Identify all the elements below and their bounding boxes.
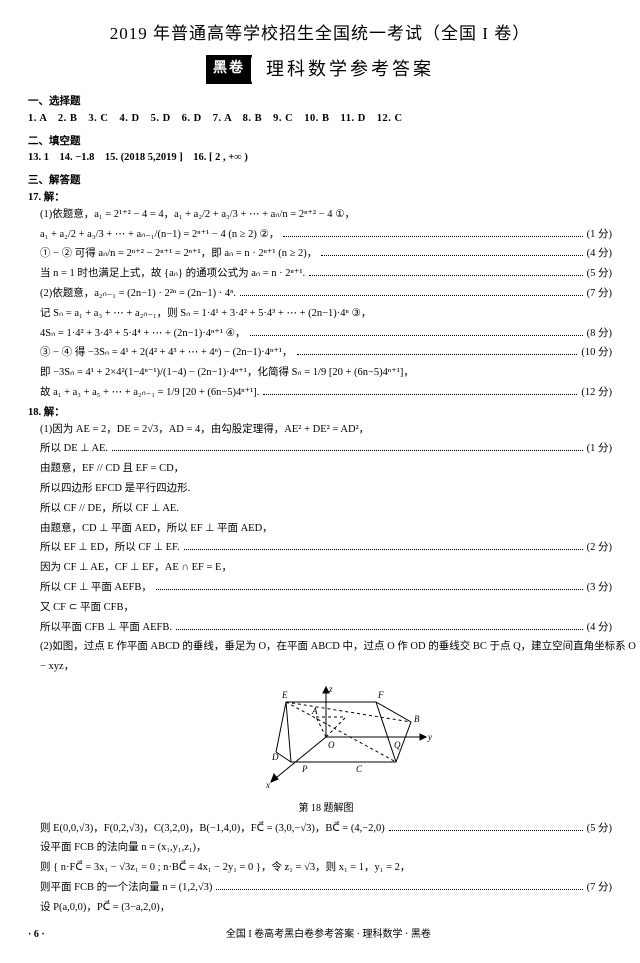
q17-l5-pts: (7 分) xyxy=(587,286,612,303)
q18-l16-pts: (7 分) xyxy=(587,880,612,897)
q18-l9: 所以 CF ⊥ 平面 AEFB， xyxy=(40,580,152,597)
section-2-head: 二、填空题 xyxy=(28,134,612,151)
section-1-head: 一、选择题 xyxy=(28,94,612,111)
fig-label-O: O xyxy=(328,740,335,750)
q18-l2: 所以 DE ⊥ AE. xyxy=(40,441,108,458)
section-3-head: 三、解答题 xyxy=(28,173,612,190)
q17-l2: a₁ + a₂/2 + a₃/3 + ⋯ + aₙ₋₁/(n−1) = 2ⁿ⁺¹… xyxy=(40,227,279,244)
q18-l11: 所以平面 CFB ⊥ 平面 AEFB. xyxy=(40,620,172,637)
leader-dots xyxy=(283,236,582,237)
fig-label-Q: Q xyxy=(394,740,401,750)
leader-dots xyxy=(263,394,577,395)
leader-dots xyxy=(184,549,583,550)
q18-l9-pts: (3 分) xyxy=(587,580,612,597)
q18-l2-pts: (1 分) xyxy=(587,441,612,458)
choice-answers: 1. A 2. B 3. C 4. D 5. D 6. D 7. A 8. B … xyxy=(28,111,612,128)
q18-l12b: − xyz， xyxy=(40,659,74,676)
q17-l9: 即 −3Sₙ = 4¹ + 2×4²(1−4ⁿ⁻¹)/(1−4) − (2n−1… xyxy=(40,365,414,382)
fig-label-C: C xyxy=(356,764,363,774)
fig-axis-y: y xyxy=(427,732,432,742)
q18-l7-pts: (2 分) xyxy=(587,540,612,557)
q17-l2-pts: (1 分) xyxy=(587,227,612,244)
fig-label-E: E xyxy=(281,690,288,700)
q18-l5: 所以 CF // DE，所以 CF ⊥ AE. xyxy=(40,501,179,518)
q18-l13-pts: (5 分) xyxy=(587,821,612,838)
fill-answers: 13. 1 14. −1.8 15. (2018 5,2019 ] 16. [ … xyxy=(28,150,612,167)
q18-l13: 则 E(0,0,√3)，F(0,2,√3)，C(3,2,0)，B(−1,4,0)… xyxy=(40,821,385,838)
fig-label-P: P xyxy=(301,764,308,774)
leader-dots xyxy=(216,889,582,890)
page-number: · 6 · xyxy=(28,927,45,943)
q17-l7: 4Sₙ = 1·4² + 3·4³ + 5·4⁴ + ⋯ + (2n−1)·4ⁿ… xyxy=(40,326,246,343)
fig-label-A: A xyxy=(311,706,318,716)
q17-l4: 当 n = 1 时也满足上式，故 {aₙ} 的通项公式为 aₙ = n · 2ⁿ… xyxy=(40,266,305,283)
page-footer: · 6 · 全国 I 卷高考黑白卷参考答案 · 理科数学 · 黑卷 xyxy=(28,927,612,943)
q18-l16: 则平面 FCB 的一个法向量 n = (1,2,√3) xyxy=(40,880,212,897)
q17-l10-pts: (12 分) xyxy=(581,385,612,402)
leader-dots xyxy=(297,354,578,355)
leader-dots xyxy=(321,255,582,256)
leader-dots xyxy=(389,830,583,831)
leader-dots xyxy=(309,275,583,276)
leader-dots xyxy=(250,335,583,336)
fig-label-F: F xyxy=(377,690,384,700)
q17-l10: 故 a₁ + a₃ + a₅ + ⋯ + a₂ₙ₋₁ = 1/9 [20 + (… xyxy=(40,385,259,402)
q17-l3: ① − ② 可得 aₙ/n = 2ⁿ⁺² − 2ⁿ⁺¹ = 2ⁿ⁺¹，即 aₙ … xyxy=(40,246,317,263)
footer-text: 全国 I 卷高考黑白卷参考答案 · 理科数学 · 黑卷 xyxy=(45,927,612,943)
q17-l5: (2)依题意，a₂ₙ₋₁ = (2n−1) · 2²ⁿ = (2n−1) · 4… xyxy=(40,286,236,303)
q18-figure-caption: 第 18 题解图 xyxy=(40,801,612,817)
q17-l7-pts: (8 分) xyxy=(587,326,612,343)
leader-dots xyxy=(176,629,583,630)
subtitle-row: 黑卷 理科数学参考答案 xyxy=(28,55,612,84)
q18-l15: 则 { n·FC⃗ = 3x₁ − √3z₁ = 0 ; n·BC⃗ = 4x₁… xyxy=(40,860,410,877)
q17-head: 17. 解： xyxy=(28,190,612,207)
q18-l6: 由题意，CD ⊥ 平面 AED，所以 EF ⊥ 平面 AED， xyxy=(40,521,273,538)
q17-body: (1)依题意，a₁ = 2¹⁺² − 4 = 4，a₁ + a₂/2 + a₃/… xyxy=(28,207,612,402)
q18-l4: 所以四边形 EFCD 是平行四边形. xyxy=(40,481,190,498)
q18-head: 18. 解： xyxy=(28,405,612,422)
q18-l17: 设 P(a,0,0)，PC⃗ = (3−a,2,0)， xyxy=(40,900,170,917)
leader-dots xyxy=(240,295,583,296)
black-badge: 黑卷 xyxy=(206,55,252,83)
page-title: 2019 年普通高等学校招生全国统一考试（全国 I 卷） xyxy=(28,20,612,47)
fig-axis-x: x xyxy=(265,780,270,790)
q17-l8: ③ − ④ 得 −3Sₙ = 4¹ + 2(4² + 4³ + ⋯ + 4ⁿ) … xyxy=(40,345,293,362)
q18-body: (1)因为 AE = 2，DE = 2√3，AD = 4，由勾股定理得，AE² … xyxy=(28,422,612,917)
leader-dots xyxy=(156,589,583,590)
q17-l4-pts: (5 分) xyxy=(587,266,612,283)
q18-l11-pts: (4 分) xyxy=(587,620,612,637)
q18-l10: 又 CF ⊂ 平面 CFB， xyxy=(40,600,134,617)
q18-l8: 因为 CF ⊥ AE，CF ⊥ EF，AE ∩ EF = E， xyxy=(40,560,232,577)
fig-axis-z: z xyxy=(328,684,333,694)
fig-label-B: B xyxy=(414,714,420,724)
q17-l3-pts: (4 分) xyxy=(587,246,612,263)
q18-l3: 由题意，EF // CD 且 EF = CD， xyxy=(40,461,184,478)
q18-l12: (2)如图，过点 E 作平面 ABCD 的垂线，垂足为 O，在平面 ABCD 中… xyxy=(40,639,636,656)
q17-l1: (1)依题意，a₁ = 2¹⁺² − 4 = 4，a₁ + a₂/2 + a₃/… xyxy=(40,207,355,224)
q17-l8-pts: (10 分) xyxy=(581,345,612,362)
fig-label-D: D xyxy=(271,752,279,762)
leader-dots xyxy=(112,450,583,451)
q17-l6: 记 Sₙ = a₁ + a₃ + ⋯ + a₂ₙ₋₁，则 Sₙ = 1·4¹ +… xyxy=(40,306,371,323)
q18-l1: (1)因为 AE = 2，DE = 2√3，AD = 4，由勾股定理得，AE² … xyxy=(40,422,369,439)
subtitle: 理科数学参考答案 xyxy=(266,55,434,84)
q18-l14: 设平面 FCB 的法向量 n = (x₁,y₁,z₁)， xyxy=(40,840,207,857)
q18-l7: 所以 EF ⊥ ED，所以 CF ⊥ EF. xyxy=(40,540,180,557)
q18-figure: E F A B D P O C Q x y z xyxy=(40,682,612,799)
